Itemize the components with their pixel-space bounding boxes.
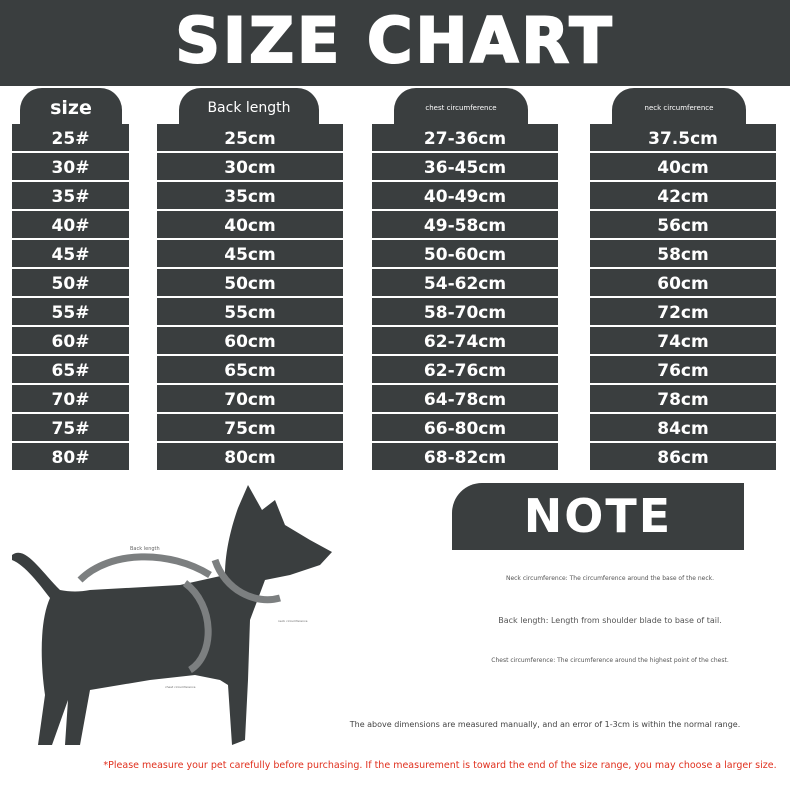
chest-header: chest circumference xyxy=(394,88,528,128)
table-cell: 55cm xyxy=(157,298,343,325)
table-cell: 60cm xyxy=(590,269,776,296)
note-back: Back length: Length from shoulder blade … xyxy=(498,616,722,625)
table-cell: 54-62cm xyxy=(372,269,558,296)
table-cell: 62-74cm xyxy=(372,327,558,354)
table-cell: 40-49cm xyxy=(372,182,558,209)
table-cell: 45# xyxy=(12,240,129,267)
table-cell: 50-60cm xyxy=(372,240,558,267)
table-cell: 50cm xyxy=(157,269,343,296)
table-cell: 55# xyxy=(12,298,129,325)
table-cell: 80# xyxy=(12,443,129,470)
back-length-arrow xyxy=(77,553,212,583)
table-cell: 65# xyxy=(12,356,129,383)
note-warning: *Please measure your pet carefully befor… xyxy=(103,760,777,771)
table-cell: 40cm xyxy=(590,153,776,180)
chest-arrow xyxy=(182,580,212,673)
table-cell: 60cm xyxy=(157,327,343,354)
table-cell: 80cm xyxy=(157,443,343,470)
table-cell: 62-76cm xyxy=(372,356,558,383)
table-cell: 75cm xyxy=(157,414,343,441)
table-cell: 72cm xyxy=(590,298,776,325)
table-cell: 60# xyxy=(12,327,129,354)
table-cell: 58cm xyxy=(590,240,776,267)
table-cell: 84cm xyxy=(590,414,776,441)
table-cell: 78cm xyxy=(590,385,776,412)
table-cell: 65cm xyxy=(157,356,343,383)
table-cell: 27-36cm xyxy=(372,124,558,151)
table-cell: 58-70cm xyxy=(372,298,558,325)
note-heading: NOTE xyxy=(452,483,744,550)
neck-arrow xyxy=(211,558,281,604)
table-cell: 42cm xyxy=(590,182,776,209)
table-cell: 76cm xyxy=(590,356,776,383)
back-length-header: Back length xyxy=(179,88,319,128)
dog-measurement-diagram: Back length neck circumference chest cir… xyxy=(12,485,332,745)
table-cell: 56cm xyxy=(590,211,776,238)
table-cell: 74cm xyxy=(590,327,776,354)
table-cell: 70cm xyxy=(157,385,343,412)
table-cell: 37.5cm xyxy=(590,124,776,151)
table-cell: 30cm xyxy=(157,153,343,180)
title-banner xyxy=(0,0,790,86)
neck-label: neck circumference xyxy=(278,619,308,623)
note-neck: Neck circumference: The circumference ar… xyxy=(505,575,715,582)
table-cell: 70# xyxy=(12,385,129,412)
table-cell: 25cm xyxy=(157,124,343,151)
table-cell: 75# xyxy=(12,414,129,441)
table-cell: 49-58cm xyxy=(372,211,558,238)
table-cell: 35# xyxy=(12,182,129,209)
table-cell: 45cm xyxy=(157,240,343,267)
table-cell: 35cm xyxy=(157,182,343,209)
table-cell: 25# xyxy=(12,124,129,151)
page-title: SIZE CHART xyxy=(174,3,615,78)
back-length-label: Back length xyxy=(130,546,160,552)
table-cell: 68-82cm xyxy=(372,443,558,470)
dog-silhouette xyxy=(12,485,332,745)
table-cell: 40cm xyxy=(157,211,343,238)
table-cell: 50# xyxy=(12,269,129,296)
table-cell: 36-45cm xyxy=(372,153,558,180)
table-cell: 40# xyxy=(12,211,129,238)
table-cell: 66-80cm xyxy=(372,414,558,441)
note-chest: Chest circumference: The circumference a… xyxy=(491,657,729,664)
table-cell: 86cm xyxy=(590,443,776,470)
chest-label: chest circumference xyxy=(165,685,196,689)
table-cell: 30# xyxy=(12,153,129,180)
table-cell: 64-78cm xyxy=(372,385,558,412)
size-header: size xyxy=(20,88,122,128)
note-error: The above dimensions are measured manual… xyxy=(349,720,741,729)
neck-header: neck circumference xyxy=(612,88,746,128)
